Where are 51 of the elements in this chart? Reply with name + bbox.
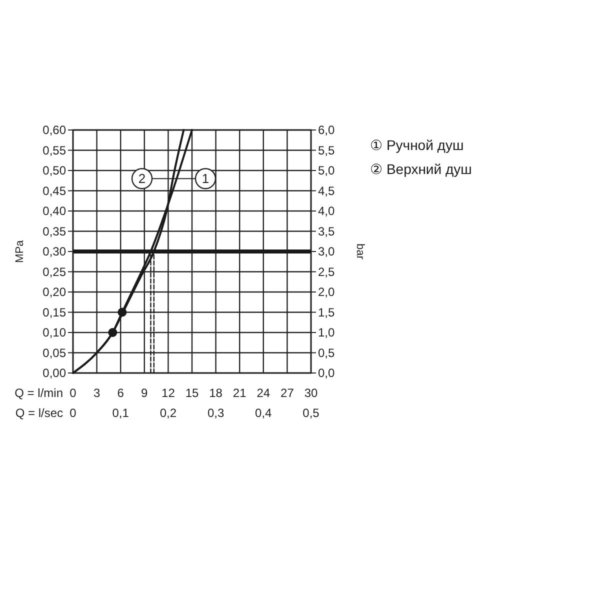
y-tick-label: 0,10 [42,326,66,340]
y2-tick-label: 6,0 [318,123,336,138]
x2-tick-label: 0,2 [160,406,177,420]
x-tick-label: 18 [209,386,223,400]
x-tick-label: 3 [93,386,100,400]
x2-tick-label: 0 [70,406,77,420]
y2-tick-label: 0,5 [318,346,336,360]
y2-axis-title: bar [354,244,366,260]
x2-axis-title: Q = l/sec [15,406,63,420]
x-tick-label: 27 [280,386,294,400]
y2-tick-label: 3,5 [318,224,336,238]
x-tick-label: 0 [70,386,77,400]
y2-tick-label: 2,0 [318,285,336,300]
y2-tick-label: 5,5 [318,143,336,158]
x-tick-label: 15 [185,386,199,400]
x-tick-label: 24 [256,386,270,400]
x2-tick-label: 0,5 [302,406,320,420]
y-tick-label: 0,20 [42,285,66,300]
y-tick-label: 0,50 [42,164,66,178]
x-axis-title: Q = l/min [14,386,63,400]
y2-tick-label: 0,0 [318,366,336,380]
y2-tick-label: 4,0 [318,204,336,218]
annotation: 1 [202,171,210,186]
x-tick-label: 6 [117,386,124,400]
y-tick-label: 0,00 [42,366,66,380]
y-axis-title: MPa [14,239,26,263]
y2-tick-label: 3,0 [318,244,336,259]
y-tick-label: 0,05 [42,346,66,360]
y2-tick-label: 1,0 [318,326,336,340]
y-tick-label: 0,60 [42,123,66,138]
y-tick-label: 0,40 [42,204,66,218]
x-tick-label: 12 [162,386,176,400]
y-tick-label: 0,35 [42,224,66,238]
y-tick-label: 0,30 [42,244,66,259]
x2-tick-label: 0,4 [255,406,272,420]
y2-tick-label: 5,0 [318,164,336,178]
x-tick-label: 30 [304,386,318,400]
annotation: 2 [138,171,146,186]
y-tick-label: 0,55 [42,143,66,158]
y2-tick-label: 1,5 [318,305,336,320]
text: ② Верхний душ [370,161,472,177]
y-tick-label: 0,45 [42,184,66,198]
y-tick-label: 0,15 [42,305,66,320]
x2-tick-label: 0,3 [207,406,224,420]
text: ① Ручной душ [370,137,464,153]
y2-tick-label: 2,5 [318,264,336,279]
x-tick-label: 21 [232,386,247,400]
y-tick-label: 0,25 [42,264,66,279]
x-tick-label: 9 [141,386,148,400]
y2-tick-label: 4,5 [318,184,336,198]
x2-tick-label: 0,1 [112,406,130,420]
